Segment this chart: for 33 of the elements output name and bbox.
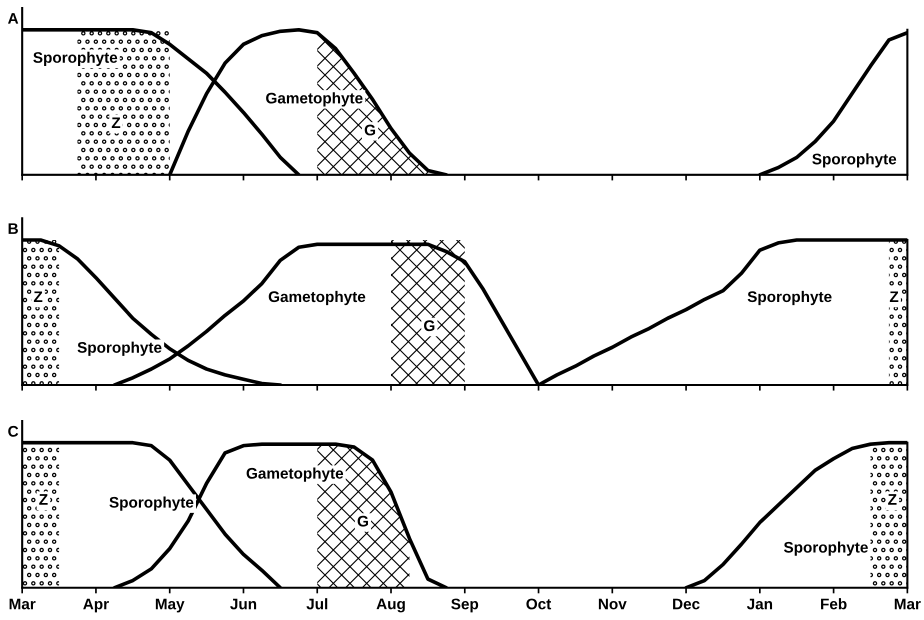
x-tick-label: Aug <box>376 598 405 612</box>
x-tick-label: Dec <box>673 598 700 610</box>
x-tick-label: May <box>156 598 184 612</box>
annotation: Z <box>39 494 48 505</box>
x-tick-label: Oct <box>526 598 552 610</box>
annotation: G <box>358 516 368 527</box>
annotation: G <box>424 320 434 332</box>
chart-title: C <box>8 426 18 437</box>
x-tick-label: Jan <box>746 598 772 610</box>
x-tick-label: Mar <box>894 598 921 610</box>
series-label: Sporophyte <box>33 52 118 66</box>
series-label: Sporophyte <box>784 541 868 556</box>
series-label: Sporophyte <box>812 153 896 168</box>
x-tick-label: Sep <box>451 598 478 612</box>
annotation: Z <box>888 494 897 505</box>
series-label: Sporophyte <box>109 496 194 511</box>
series-label: Gametophyte <box>266 92 363 107</box>
annotation: Z <box>34 291 42 302</box>
chart-title: A <box>8 13 18 24</box>
x-tick-label: Mar <box>10 598 36 610</box>
chart-title: B <box>8 223 18 234</box>
x-tick-label: Jun <box>230 598 256 610</box>
series-label: Gametophyte <box>268 290 366 306</box>
series-label: Sporophyte <box>78 342 162 356</box>
x-tick-label: Jul <box>306 598 328 610</box>
series-label: Sporophyte <box>748 290 832 306</box>
series-label: Gametophyte <box>246 468 344 482</box>
annotation: Z <box>890 291 898 302</box>
x-tick-label: Feb <box>821 598 847 610</box>
annotation: G <box>364 124 376 136</box>
x-tick-label: Nov <box>598 598 627 610</box>
x-tick-label: Apr <box>83 598 109 612</box>
annotation: Z <box>112 118 120 128</box>
